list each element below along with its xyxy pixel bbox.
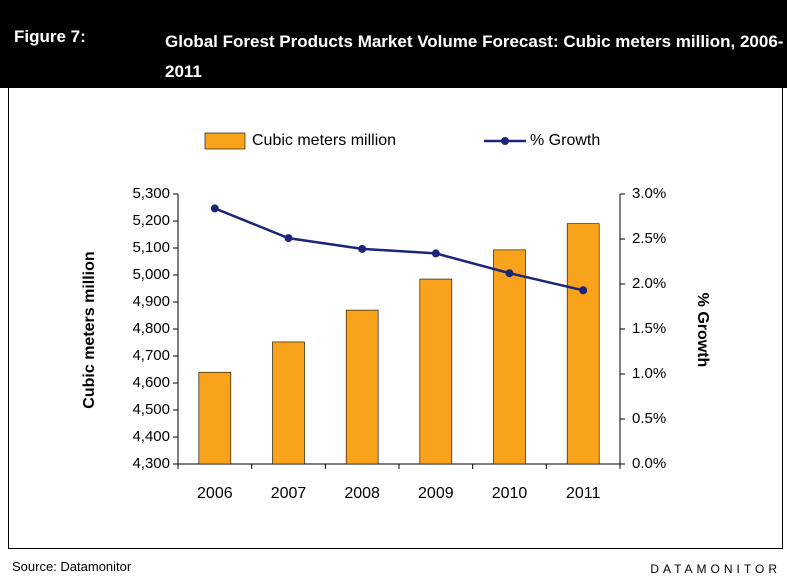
x-tick-label: 2010 [492, 485, 528, 502]
point [431, 249, 440, 258]
x-tick-label: 2009 [418, 485, 454, 502]
bar [493, 249, 526, 465]
y-tick-label: 4,800 [132, 320, 170, 337]
x-tick-label: 2006 [197, 485, 233, 502]
bar [198, 371, 232, 465]
y-tick-label: 5,000 [132, 266, 170, 283]
point [284, 234, 293, 243]
y-tick-label: 5,100 [132, 239, 170, 256]
figure-label: Figure 7: [14, 27, 86, 46]
brand: DATAMONITOR [650, 562, 781, 576]
y2-tick-label: 1.5% [632, 320, 666, 337]
y2-tick-label: 3.0% [632, 185, 666, 202]
bar [566, 223, 600, 465]
header: Figure 7: Global Forest Products Market … [0, 0, 787, 88]
y-tick-label: 5,300 [132, 185, 170, 202]
chart-title: Global Forest Products Market Volume For… [165, 32, 784, 81]
y-axis-title: Cubic meters million [81, 251, 98, 408]
source: Source: Datamonitor [12, 559, 132, 574]
point [358, 244, 367, 253]
bar [419, 278, 453, 465]
legend-label: % Growth [530, 132, 600, 149]
x-tick-label: 2007 [271, 485, 307, 502]
x-tick-label: 2008 [344, 485, 380, 502]
point [210, 204, 219, 213]
y-tick-label: 4,300 [132, 455, 170, 472]
y-tick-label: 4,700 [132, 347, 170, 364]
legend-label: Cubic meters million [252, 132, 396, 149]
y-tick-label: 5,200 [132, 212, 170, 229]
x-tick-label: 2011 [566, 485, 601, 502]
y-tick-label: 4,400 [132, 428, 170, 445]
legend-swatch [501, 137, 509, 145]
bar [345, 309, 379, 465]
y-tick-label: 4,600 [132, 374, 170, 391]
point [579, 286, 588, 295]
point [505, 269, 514, 278]
y2-axis-title: % Growth [694, 293, 711, 368]
y2-tick-label: 2.5% [632, 230, 666, 247]
y2-tick-label: 2.0% [632, 275, 666, 292]
y-tick-label: 4,500 [132, 401, 170, 418]
y2-tick-label: 0.0% [632, 455, 666, 472]
bar [272, 341, 305, 465]
legend-swatch [204, 132, 246, 150]
line [214, 207, 584, 292]
y-tick-label: 4,900 [132, 293, 170, 310]
y2-tick-label: 0.5% [632, 410, 666, 427]
y2-tick-label: 1.0% [632, 365, 666, 382]
frame [8, 88, 783, 549]
